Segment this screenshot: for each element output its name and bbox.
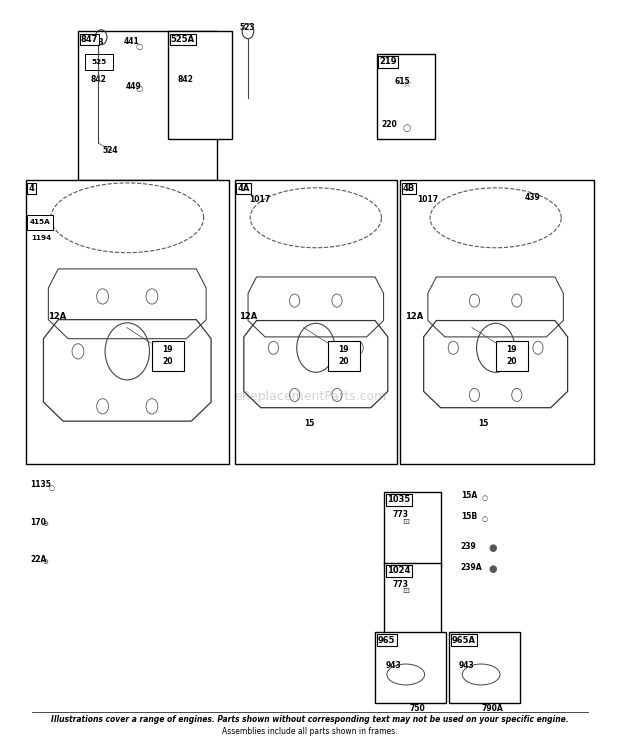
Bar [78,31,217,181]
Text: ●: ● [489,563,497,574]
Text: 842: 842 [91,75,107,84]
Text: ⊡: ⊡ [402,517,409,526]
Text: ○: ○ [403,123,411,133]
Bar [450,632,520,703]
Text: 525A: 525A [170,35,195,44]
Text: 1194: 1194 [32,235,51,241]
Text: 615: 615 [394,76,410,85]
Text: Assemblies include all parts shown in frames.: Assemblies include all parts shown in fr… [222,727,398,736]
Text: 523: 523 [88,38,104,47]
Text: 943: 943 [386,661,401,670]
Text: 4B: 4B [403,184,415,193]
Text: ○: ○ [136,84,143,93]
Text: 20: 20 [339,357,349,366]
Text: 1035: 1035 [387,495,410,504]
Text: ○: ○ [481,494,487,500]
Bar [384,491,441,565]
Text: 15A: 15A [461,491,477,500]
Text: 20: 20 [162,357,173,366]
Bar [377,54,435,139]
Text: 773: 773 [393,510,409,519]
Text: 1017: 1017 [417,195,438,204]
Text: 19: 19 [507,345,517,354]
Text: 15B: 15B [461,512,477,521]
Text: 22A: 22A [30,555,46,564]
Text: ⊡: ⊡ [402,586,409,595]
Text: 19: 19 [162,345,173,354]
Text: ○: ○ [49,485,55,491]
Text: 1024: 1024 [387,566,410,575]
Text: 4: 4 [29,184,35,193]
Text: ☆: ☆ [403,79,412,88]
Text: 15: 15 [304,419,314,428]
Text: 12A: 12A [405,312,423,321]
Text: Illustrations cover a range of engines. Parts shown without corresponding text m: Illustrations cover a range of engines. … [51,715,569,724]
Text: 219: 219 [379,58,397,67]
Text: 12A: 12A [48,312,66,321]
Text: 19: 19 [339,345,349,354]
Text: 943: 943 [459,661,474,670]
Bar [400,181,594,464]
Text: 12A: 12A [239,312,257,321]
Text: 847: 847 [81,35,98,44]
Text: 441: 441 [123,37,140,46]
Text: 1135: 1135 [30,480,51,489]
Text: 20: 20 [507,357,517,366]
Bar [328,341,360,371]
Text: ○: ○ [136,42,143,51]
Text: 220: 220 [381,120,397,129]
Text: 842: 842 [177,75,193,84]
Text: 773: 773 [393,580,409,589]
Text: 525: 525 [91,59,107,65]
Text: ⊕: ⊕ [42,559,48,565]
Bar [27,215,53,230]
Text: 239A: 239A [461,562,482,571]
Text: 439: 439 [525,193,541,202]
Bar [26,181,229,464]
Text: 524: 524 [102,146,118,155]
Text: 965A: 965A [452,636,476,645]
Bar [168,31,232,139]
Text: 170: 170 [30,518,46,527]
Text: 523: 523 [239,23,255,32]
Text: 4A: 4A [237,184,250,193]
Text: eReplacementParts.com: eReplacementParts.com [234,390,386,404]
Text: 1017: 1017 [249,195,270,204]
Bar [384,562,441,634]
Bar [152,341,184,371]
Text: 750: 750 [410,704,425,713]
Bar [234,181,397,464]
Bar [496,341,528,371]
Bar [85,54,113,70]
Text: ●: ● [489,542,497,553]
Text: ⊕: ⊕ [42,521,48,527]
Text: 239: 239 [461,542,477,551]
Text: 965: 965 [378,636,396,645]
Bar [375,632,446,703]
Text: ○: ○ [481,515,487,521]
Text: 15: 15 [478,419,488,428]
Text: 449: 449 [126,82,141,91]
Text: 790A: 790A [481,704,503,713]
Text: 415A: 415A [29,219,50,225]
